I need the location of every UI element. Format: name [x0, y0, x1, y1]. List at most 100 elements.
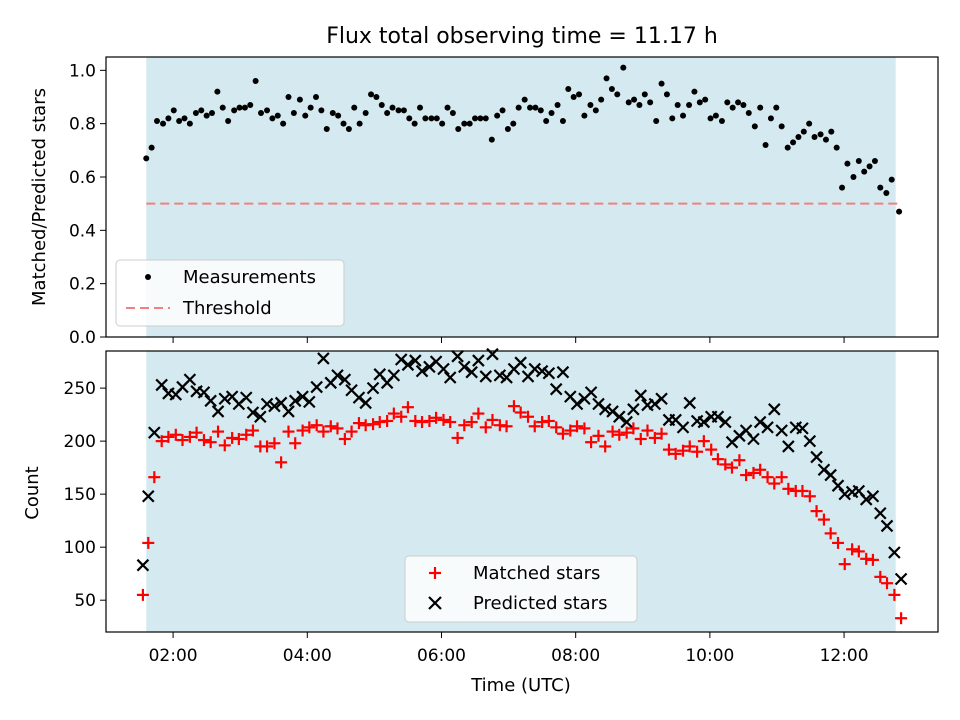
predicted-star-point [359, 396, 372, 410]
predicted-star-point [866, 489, 880, 503]
predicted-star-point [197, 386, 211, 399]
x-axis-label: Time (UTC) [470, 675, 571, 696]
matched-star-point [296, 424, 309, 437]
predicted-star-point [542, 366, 556, 380]
measurement-point [264, 107, 271, 114]
matched-star-point [162, 430, 175, 443]
matched-star-point [550, 421, 563, 434]
measurement-point [598, 96, 605, 103]
predicted-star-point [303, 395, 316, 409]
measurement-point [225, 118, 232, 124]
measurement-point [740, 102, 747, 108]
matched-star-point [606, 425, 619, 438]
measurement-point [417, 104, 424, 111]
matched-star-point [564, 424, 577, 437]
predicted-star-point [838, 487, 852, 501]
predicted-star-point [761, 421, 774, 434]
matched-star-point [705, 443, 718, 456]
predicted-star-point [613, 410, 626, 424]
matched-star-point [148, 471, 161, 484]
predicted-star-point [317, 352, 330, 365]
matched-star-point [874, 570, 887, 583]
bottom-y-tick-label: 100 [64, 538, 96, 558]
measurement-point [389, 104, 396, 111]
measurement-point [565, 86, 572, 92]
measurement-point [373, 94, 380, 100]
measurement-point [296, 96, 303, 103]
predicted-legend-label: Predicted stars [473, 593, 607, 614]
measurement-point [691, 88, 698, 95]
predicted-star-point [570, 397, 584, 411]
predicted-star-point [458, 360, 471, 374]
predicted-star-point [620, 415, 633, 429]
measurement-point [839, 184, 846, 191]
matched-star-point [852, 545, 865, 558]
measurement-point [559, 118, 566, 124]
measurement-point [340, 120, 347, 127]
top-y-tick-label: 0.8 [69, 115, 96, 135]
matched-star-point [641, 424, 654, 437]
measurement-point [406, 115, 413, 122]
matched-star-point [522, 410, 535, 423]
predicted-star-point [528, 362, 542, 376]
measurement-point [850, 174, 857, 180]
predicted-star-point [204, 394, 217, 408]
measurement-point [773, 104, 780, 111]
measurement-point [855, 158, 862, 164]
matched-star-point [669, 447, 682, 460]
matched-star-point [634, 433, 647, 446]
predicted-star-points [136, 347, 908, 586]
matched-star-point [740, 469, 753, 482]
measurement-point [280, 120, 287, 127]
matched-star-point [352, 417, 365, 430]
measurement-point [718, 118, 725, 124]
measurement-point [153, 118, 160, 124]
predicted-star-point [775, 424, 788, 437]
predicted-star-point [211, 405, 225, 418]
matched-star-point [888, 588, 901, 601]
measurement-point [395, 107, 402, 114]
measurement-point [466, 120, 473, 127]
measurement-point [844, 160, 851, 167]
measurement-point [252, 78, 259, 84]
measurement-point [439, 120, 446, 127]
measurement-point [160, 120, 167, 127]
predicted-star-point [810, 450, 823, 464]
measurement-point [504, 126, 511, 132]
measurement-point [707, 115, 714, 122]
matched-star-point [430, 411, 443, 424]
measurement-point [817, 131, 824, 138]
matched-star-point [444, 416, 457, 429]
matched-star-point [733, 454, 746, 467]
predicted-star-point [894, 572, 908, 586]
measurements-legend-label: Measurements [183, 267, 316, 288]
matched-star-point [726, 461, 739, 474]
predicted-star-point [831, 479, 845, 492]
x-tick-label: 12:00 [820, 646, 869, 666]
measurement-point [896, 208, 903, 215]
measurement-point [647, 99, 654, 106]
measurement-point [702, 96, 709, 103]
matched-star-point [768, 477, 781, 490]
matched-star-point [401, 401, 414, 414]
measurement-point [527, 104, 534, 111]
matched-star-point [507, 400, 520, 413]
matched-star-point [486, 413, 499, 426]
bottom-y-tick-label: 50 [74, 591, 96, 611]
matched-star-point [275, 456, 288, 469]
measurement-point [176, 118, 183, 124]
measurement-point [641, 91, 648, 98]
measurement-point [712, 112, 719, 119]
measurement-point [767, 115, 774, 122]
predicted-star-point [472, 354, 485, 367]
predicted-star-point [218, 392, 232, 405]
top-y-tick-label: 0.2 [69, 275, 96, 295]
predicted-star-point [155, 378, 168, 392]
predicted-star-point [331, 369, 344, 382]
matched-star-point [451, 431, 464, 444]
matched-star-point [381, 414, 394, 427]
predicted-star-point [598, 403, 612, 416]
measurement-point [543, 118, 550, 124]
measurement-point [548, 110, 555, 116]
matched-star-point [711, 453, 724, 466]
